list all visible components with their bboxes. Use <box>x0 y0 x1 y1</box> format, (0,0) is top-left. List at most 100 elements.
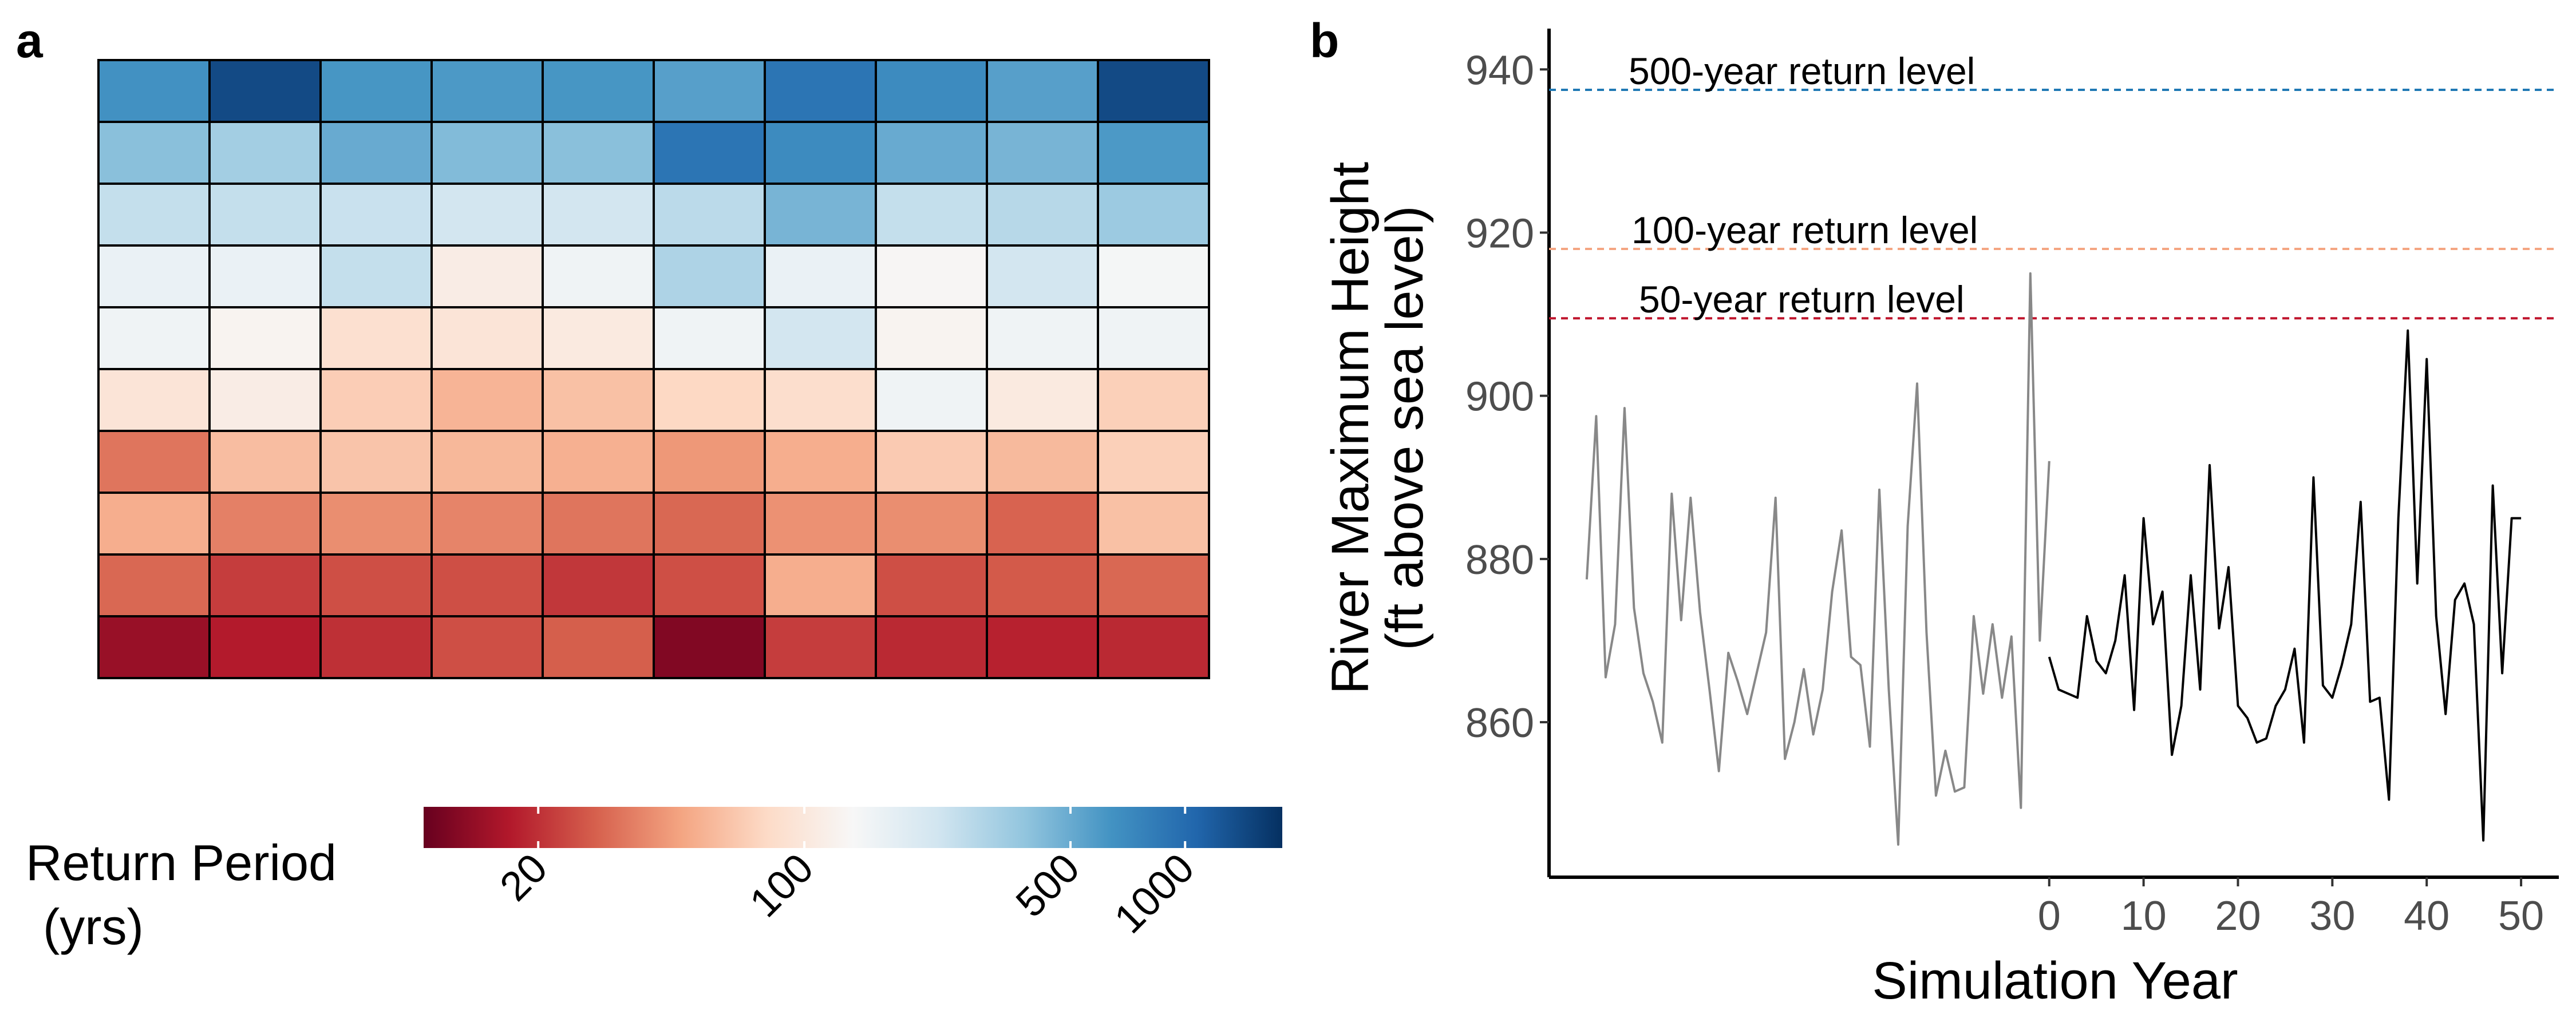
heatmap-cell <box>986 368 1099 432</box>
heatmap-cell <box>875 306 988 370</box>
heatmap-cell <box>208 59 322 123</box>
y-tick-label: 860 <box>1465 700 1534 746</box>
heatmap-cell <box>97 615 211 679</box>
simulated-series-line <box>2048 329 2522 842</box>
heatmap-cell <box>319 615 433 679</box>
heatmap-cell <box>208 183 322 247</box>
heatmap-cell <box>430 492 544 556</box>
x-tick-label: 20 <box>2215 893 2261 939</box>
heatmap-cell <box>875 244 988 308</box>
heatmap-cell <box>319 368 433 432</box>
heatmap-cell <box>542 183 655 247</box>
heatmap-cell <box>653 183 766 247</box>
heatmap-cell <box>97 59 211 123</box>
heatmap-cell <box>875 430 988 494</box>
heatmap-cell <box>97 553 211 617</box>
panel-a-label: a <box>16 14 44 68</box>
heatmap-cell <box>875 492 988 556</box>
heatmap-cell <box>653 430 766 494</box>
heatmap-cell <box>1097 121 1210 185</box>
heatmap-cell <box>764 183 877 247</box>
historical-series-line <box>1585 272 2050 846</box>
heatmap-cell <box>875 553 988 617</box>
line-plot: 860 880 900 920 940 0 10 20 30 40 50 500-year retur… <box>1465 29 2559 939</box>
heatmap-cell <box>542 59 655 123</box>
heatmap-cell <box>542 430 655 494</box>
heatmap-cell <box>875 183 988 247</box>
heatmap-cell <box>208 553 322 617</box>
colorbar-tick-label: 1000 <box>1106 845 1203 942</box>
heatmap-cell <box>986 59 1099 123</box>
heatmap-cell <box>208 492 322 556</box>
heatmap-block-outlines <box>97 59 1210 679</box>
heatmap-cell <box>430 121 544 185</box>
heatmap-cell <box>764 244 877 308</box>
heatmap-cell <box>764 121 877 185</box>
heatmap-cell <box>1097 553 1210 617</box>
x-axis-title: Simulation Year <box>1872 952 2238 1010</box>
heatmap-block-outline <box>653 368 1210 679</box>
y-axis-title-line2: (ft above sea level) <box>1376 205 1434 650</box>
heatmap-cell <box>319 121 433 185</box>
heatmap-cell <box>1097 492 1210 556</box>
y-tick-label: 900 <box>1465 374 1534 420</box>
heatmap-cell <box>764 306 877 370</box>
heatmap-cell <box>764 492 877 556</box>
heatmap-cell <box>319 492 433 556</box>
return-level-label: 500-year return level <box>1629 50 1975 92</box>
heatmap-cell <box>764 430 877 494</box>
x-tick-label: 0 <box>2038 893 2061 939</box>
heatmap-cell <box>875 368 988 432</box>
colorbar: Return Period (yrs) 20 100 500 1000 <box>26 807 1282 955</box>
heatmap-cell <box>97 492 211 556</box>
colorbar-tick-label: 500 <box>1008 845 1089 926</box>
heatmap-cell <box>986 244 1099 308</box>
heatmap <box>97 59 1210 679</box>
heatmap-cell <box>208 306 322 370</box>
y-axis-title-line1: River Maximum Height <box>1321 162 1380 694</box>
x-tick-label: 40 <box>2404 893 2449 939</box>
heatmap-cell <box>430 183 544 247</box>
colorbar-tick-label: 100 <box>741 845 823 926</box>
heatmap-cell <box>653 615 766 679</box>
x-tick-label: 50 <box>2498 893 2544 939</box>
heatmap-cell <box>430 430 544 494</box>
x-tick-label: 30 <box>2309 893 2355 939</box>
heatmap-cell <box>653 59 766 123</box>
heatmap-cell <box>319 59 433 123</box>
heatmap-cell <box>875 121 988 185</box>
panel-b-label: b <box>1310 14 1339 68</box>
heatmap-cell <box>986 492 1099 556</box>
heatmap-cell <box>208 430 322 494</box>
y-axis-title: River Maximum Height (ft above sea level… <box>1321 162 1434 694</box>
heatmap-cell <box>653 121 766 185</box>
return-level-label: 100-year return level <box>1631 209 1978 251</box>
heatmap-cell <box>97 183 211 247</box>
heatmap-cell <box>208 121 322 185</box>
heatmap-cell <box>430 615 544 679</box>
heatmap-cell <box>986 615 1099 679</box>
heatmap-cell <box>542 615 655 679</box>
heatmap-cell <box>208 615 322 679</box>
heatmap-cell <box>542 492 655 556</box>
heatmap-cell <box>653 306 766 370</box>
heatmap-cell <box>653 368 766 432</box>
heatmap-cell <box>208 244 322 308</box>
heatmap-cell <box>97 430 211 494</box>
heatmap-cell <box>875 59 988 123</box>
heatmap-cell <box>542 553 655 617</box>
heatmap-cell <box>764 553 877 617</box>
heatmap-cell <box>430 306 544 370</box>
heatmap-cell <box>986 430 1099 494</box>
heatmap-cell <box>542 244 655 308</box>
heatmap-cell <box>653 244 766 308</box>
colorbar-bar <box>424 807 1282 848</box>
heatmap-cell <box>319 430 433 494</box>
heatmap-cell <box>430 244 544 308</box>
heatmap-cell <box>430 59 544 123</box>
heatmap-cell <box>653 492 766 556</box>
heatmap-cell <box>319 183 433 247</box>
y-tick-label: 940 <box>1465 47 1534 93</box>
heatmap-cell <box>875 615 988 679</box>
